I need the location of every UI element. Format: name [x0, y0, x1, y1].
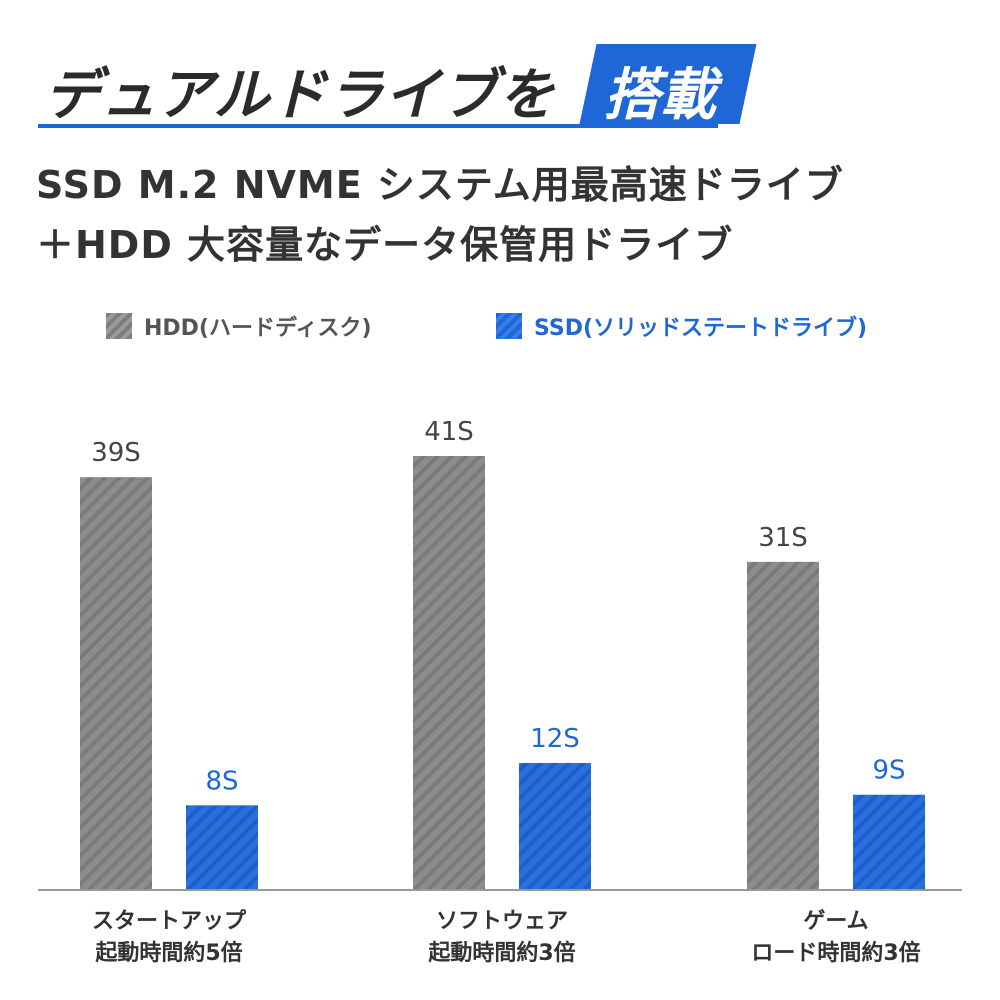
legend-swatch-hdd	[106, 313, 132, 339]
bar-ssd-3	[853, 794, 925, 890]
data-label-hdd-1: 39S	[91, 438, 141, 468]
category-label-line2: 起動時間約3倍	[428, 941, 576, 966]
legend-label-hdd: HDD(ハードディスク)	[144, 316, 372, 341]
headline-highlight: 搭載	[604, 63, 716, 128]
headline-underline	[38, 124, 718, 128]
bar-ssd-1	[186, 805, 258, 890]
legend-swatch-ssd	[496, 313, 522, 339]
chart-legend: HDD(ハードディスク) SSD(ソリッドステートドライブ)	[0, 310, 1000, 344]
headline-title: デュアルドライブを	[44, 63, 556, 128]
data-label-ssd-3: 9S	[872, 756, 905, 786]
legend-item-hdd: HDD(ハードディスク)	[106, 310, 372, 342]
data-label-ssd-2: 12S	[530, 724, 580, 754]
category-label-1: スタートアップ 起動時間約5倍	[49, 906, 289, 970]
category-label-line1: スタートアップ	[91, 909, 246, 934]
data-label-hdd-2: 41S	[424, 417, 474, 447]
bars-layer: 39S 8S 41S 12S 31S 9S	[80, 417, 925, 890]
category-label-2: ソフトウェア 起動時間約3倍	[382, 906, 622, 970]
bar-hdd-1	[80, 477, 152, 890]
legend-label-ssd: SSD(ソリッドステートドライブ)	[534, 316, 868, 341]
subtitle-line-2: ＋HDD 大容量なデータ保管用ドライブ	[36, 223, 734, 267]
headline: デュアルドライブを 搭載	[38, 44, 757, 128]
data-label-hdd-3: 31S	[758, 523, 808, 553]
category-label-line1: ソフトウェア	[435, 909, 568, 934]
bar-hdd-2	[413, 456, 485, 890]
bar-ssd-2	[519, 762, 591, 890]
category-label-line2: 起動時間約5倍	[95, 941, 243, 966]
data-label-ssd-1: 8S	[205, 766, 238, 796]
category-label-line1: ゲーム	[803, 909, 869, 934]
legend-item-ssd: SSD(ソリッドステートドライブ)	[496, 310, 867, 342]
category-label-3: ゲームロード時間約3倍	[716, 906, 956, 970]
subtitle-line-1: SSD M.2 NVME システム用最高速ドライブ	[36, 163, 844, 207]
category-label-line2: ロード時間約3倍	[751, 941, 921, 966]
bar-hdd-3	[747, 561, 819, 890]
